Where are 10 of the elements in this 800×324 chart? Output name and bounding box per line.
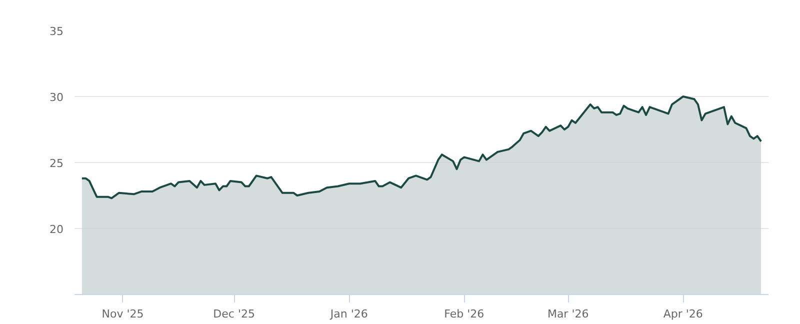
x-tick-label: Feb '26 xyxy=(444,308,484,320)
y-tick-label: 20 xyxy=(50,223,64,236)
y-tick-label: 30 xyxy=(50,91,64,104)
x-tick-label: Nov '25 xyxy=(102,308,144,320)
x-tick-label: Jan '26 xyxy=(329,308,368,320)
x-tick-label: Apr '26 xyxy=(663,308,703,320)
x-tick-label: Dec '25 xyxy=(213,308,255,320)
x-tick-label: Mar '26 xyxy=(547,308,589,320)
y-tick-label: 35 xyxy=(50,25,64,38)
y-tick-label: 25 xyxy=(50,157,64,170)
